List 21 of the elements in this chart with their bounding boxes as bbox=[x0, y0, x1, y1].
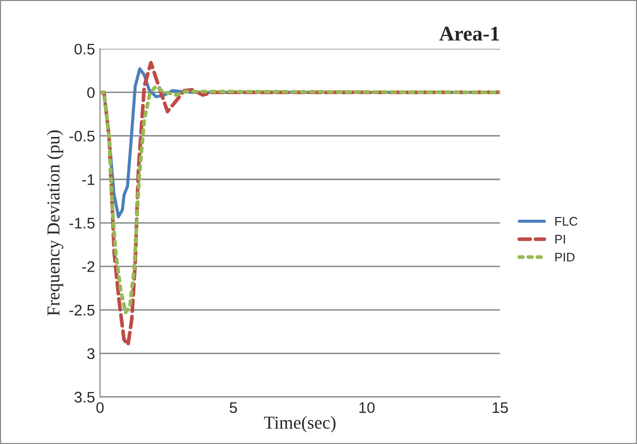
y-tick-label: 3 bbox=[87, 348, 94, 360]
x-tick-label: 10 bbox=[359, 402, 375, 414]
y-axis-title: Frequency Deviation (pu) bbox=[46, 130, 64, 316]
legend-label: PID bbox=[555, 252, 575, 262]
line-series bbox=[100, 60, 500, 347]
chart-title: Area-1 bbox=[439, 26, 499, 41]
y-tick-label: 3.5 bbox=[74, 392, 95, 403]
line-series bbox=[100, 84, 500, 314]
y-tick-label: -2 bbox=[82, 261, 94, 272]
y-tick-label: 0 bbox=[87, 87, 95, 98]
y-tick-label: -1 bbox=[82, 174, 94, 185]
x-tick-label: 5 bbox=[230, 402, 237, 414]
x-tick-label: 15 bbox=[492, 402, 508, 414]
y-tick-label: -1.5 bbox=[70, 218, 95, 229]
legend-label: FLC bbox=[555, 216, 578, 226]
x-axis-title: Time(sec) bbox=[264, 416, 336, 432]
y-tick-label: -2.5 bbox=[70, 304, 95, 316]
y-tick-label: 0.5 bbox=[74, 44, 95, 55]
x-tick-label: 0 bbox=[96, 402, 104, 414]
y-tick-label: -0.5 bbox=[70, 130, 95, 142]
legend-label: PI bbox=[555, 234, 565, 244]
